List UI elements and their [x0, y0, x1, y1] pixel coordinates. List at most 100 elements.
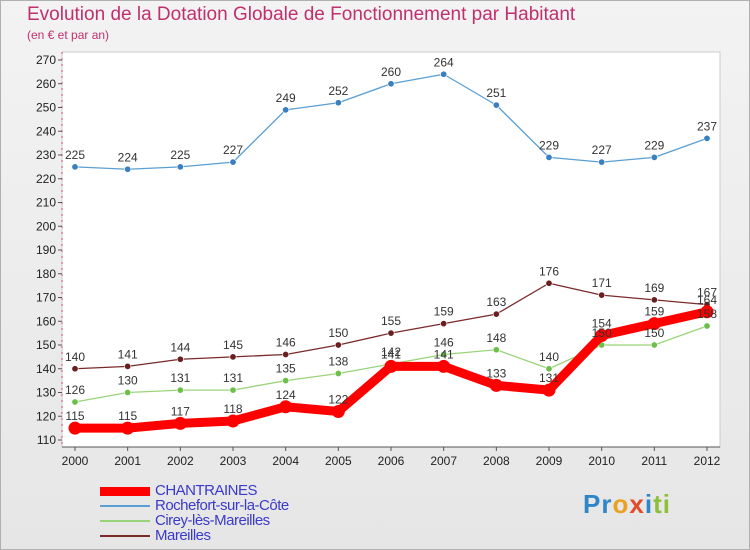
data-label: 133	[486, 366, 506, 380]
y-tick-label: 270	[36, 53, 56, 67]
series-point	[68, 421, 82, 435]
logo-letter: P	[583, 489, 602, 519]
series-point	[282, 106, 290, 114]
series-point	[595, 329, 609, 342]
x-tick-label: 2005	[325, 454, 352, 468]
series-point	[492, 101, 500, 109]
legend-label: CHANTRAINES	[155, 482, 258, 499]
series-point	[650, 296, 658, 304]
series-point	[650, 341, 658, 349]
x-tick-label: 2003	[220, 454, 247, 468]
data-label: 225	[65, 148, 85, 162]
series-point	[331, 405, 345, 418]
data-label: 131	[539, 371, 559, 385]
y-tick-label: 220	[36, 172, 56, 186]
data-label: 251	[486, 86, 506, 100]
data-label: 167	[697, 286, 717, 300]
series-point	[387, 329, 395, 337]
data-label: 229	[644, 138, 664, 152]
data-label: 171	[592, 276, 612, 290]
chart-data-labels: 225 224 225 227 249 252 260 264 251 229 227 229 237 1…	[65, 55, 717, 423]
legend-swatch	[100, 486, 150, 496]
data-label: 150	[644, 326, 664, 340]
series-point	[124, 165, 132, 173]
x-tick-label: 2012	[694, 454, 721, 468]
data-label: 118	[223, 402, 242, 416]
x-tick-label: 2010	[588, 454, 615, 468]
series-point	[703, 134, 711, 142]
series-point	[387, 80, 395, 88]
data-label: 159	[644, 305, 664, 319]
y-tick-label: 260	[36, 77, 56, 91]
series-point	[229, 158, 237, 166]
series-point	[279, 400, 293, 414]
data-label: 164	[697, 293, 717, 307]
data-label: 138	[328, 355, 348, 369]
x-tick-label: 2007	[430, 454, 457, 468]
series-point	[440, 320, 448, 328]
x-tick-label: 2002	[167, 454, 194, 468]
data-label: 249	[276, 91, 296, 105]
y-tick-label: 240	[36, 124, 56, 138]
series-point	[545, 365, 553, 373]
x-tick-label: 2009	[536, 454, 563, 468]
data-label: 141	[434, 347, 454, 361]
data-label: 117	[171, 404, 190, 418]
legend-item: Mareilles	[100, 527, 420, 544]
y-tick-label: 160	[36, 314, 56, 328]
series-point	[282, 377, 290, 385]
series-point	[440, 70, 448, 78]
legend-label: Cirey-lès-Mareilles	[155, 512, 270, 529]
series-point	[545, 153, 553, 161]
y-tick-label: 150	[36, 338, 56, 352]
y-tick-label: 180	[36, 267, 56, 281]
y-tick-label: 170	[36, 291, 56, 305]
data-label: 131	[223, 371, 243, 385]
series-point	[121, 421, 135, 435]
data-label: 145	[223, 338, 243, 352]
data-label: 227	[592, 143, 612, 157]
series-point	[437, 359, 451, 373]
legend-item: Cirey-lès-Mareilles	[100, 512, 420, 529]
series-point	[173, 416, 187, 430]
data-label: 146	[434, 336, 454, 350]
series-point	[176, 355, 184, 363]
series-point	[440, 350, 448, 358]
data-label: 159	[434, 305, 454, 319]
data-label: 227	[223, 143, 243, 157]
y-tick-label: 250	[36, 101, 56, 115]
y-tick-label: 110	[37, 433, 56, 447]
series-point	[71, 163, 79, 171]
data-label: 169	[644, 281, 664, 295]
series-point	[545, 279, 553, 287]
series-point	[334, 369, 342, 377]
data-label: 146	[276, 336, 296, 350]
data-label: 131	[170, 371, 190, 385]
series-point	[229, 353, 237, 361]
chart-subtitle: (en € et par an)	[27, 28, 110, 42]
series-point	[71, 365, 79, 373]
logo-letter: t	[653, 489, 663, 519]
data-label: 126	[65, 383, 85, 397]
data-label: 158	[697, 307, 717, 321]
y-tick-label: 120	[36, 409, 56, 423]
data-label: 142	[381, 345, 401, 359]
y-tick-label: 210	[36, 196, 56, 210]
series-point	[492, 310, 500, 318]
data-label: 252	[328, 84, 348, 98]
data-label: 144	[170, 340, 190, 354]
data-label: 225	[170, 148, 190, 162]
series-point	[700, 305, 714, 319]
legend-swatch	[100, 520, 150, 522]
y-tick-label: 230	[36, 148, 56, 162]
data-label: 140	[65, 350, 85, 364]
x-tick-label: 2011	[641, 454, 667, 468]
chart-series	[68, 70, 714, 435]
proxiti-logo: Proxiti	[583, 489, 671, 520]
chart-title: Evolution de la Dotation Globale de Fonc…	[27, 4, 576, 25]
plot-area	[61, 51, 721, 448]
data-label: 163	[486, 295, 506, 309]
legend-swatch	[100, 535, 150, 537]
chart-legend: CHANTRAINES Rochefort-sur-la-Côte Cirey-lè…	[100, 482, 420, 544]
y-tick-label: 200	[36, 219, 56, 233]
